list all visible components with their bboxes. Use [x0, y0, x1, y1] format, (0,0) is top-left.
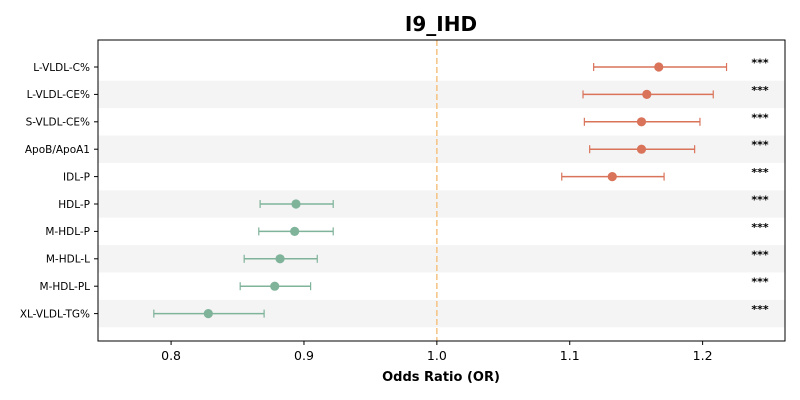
significance-label: ***: [751, 139, 769, 152]
x-tick-label: 0.8: [161, 348, 181, 363]
x-tick-label: 0.9: [294, 348, 314, 363]
or-point: [636, 144, 647, 154]
plot-frame: [97, 39, 786, 342]
or-point: [654, 62, 664, 72]
significance-label: ***: [751, 221, 769, 234]
y-tick-label: XL-VLDL-TG%: [20, 308, 90, 320]
row-bands: [98, 80, 785, 328]
significance-label: ***: [751, 166, 769, 179]
x-ticks: 0.8 0.9 1.0 1.1 1.2: [161, 341, 713, 363]
or-point: [275, 254, 285, 264]
y-tick-label: HDL-P: [58, 199, 90, 211]
y-tick-label: ApoB/ApoA1: [25, 144, 90, 156]
significance-label: ***: [751, 111, 769, 124]
y-tick-label: M-HDL-L: [46, 254, 90, 266]
significance-label: ***: [751, 276, 769, 289]
significance-label: ***: [751, 57, 769, 70]
or-point: [203, 309, 213, 319]
or-point: [642, 89, 652, 99]
or-point: [270, 281, 280, 291]
row-band: [98, 245, 785, 273]
or-point: [290, 226, 300, 236]
y-tick-label: L-VLDL-C%: [33, 62, 90, 74]
y-tick-label: L-VLDL-CE%: [27, 89, 90, 101]
significance-label: ***: [751, 84, 769, 97]
x-axis-label: Odds Ratio (OR): [382, 370, 500, 385]
x-tick-label: 1.0: [427, 348, 447, 363]
chart-title: I9_IHD: [405, 12, 477, 36]
x-tick-label: 1.2: [693, 348, 713, 363]
or-point: [291, 199, 301, 209]
or-point: [636, 117, 647, 127]
y-tick-labels: L-VLDL-C% L-VLDL-CE% S-VLDL-CE% ApoB/ApoA1 I…: [20, 62, 98, 320]
data-points: [203, 62, 664, 319]
y-tick-label: M-HDL-P: [45, 226, 90, 238]
x-tick-label: 1.1: [560, 348, 580, 363]
or-point: [607, 172, 617, 182]
significance-label: ***: [751, 194, 769, 207]
y-tick-label: M-HDL-PL: [40, 281, 91, 293]
y-tick-label: S-VLDL-CE%: [26, 117, 90, 129]
row-band: [98, 190, 785, 218]
y-tick-label: IDL-P: [63, 171, 90, 183]
significance-labels: *** *** *** *** *** *** *** *** *** ***: [751, 57, 769, 317]
significance-label: ***: [751, 248, 769, 261]
significance-label: ***: [751, 303, 769, 316]
